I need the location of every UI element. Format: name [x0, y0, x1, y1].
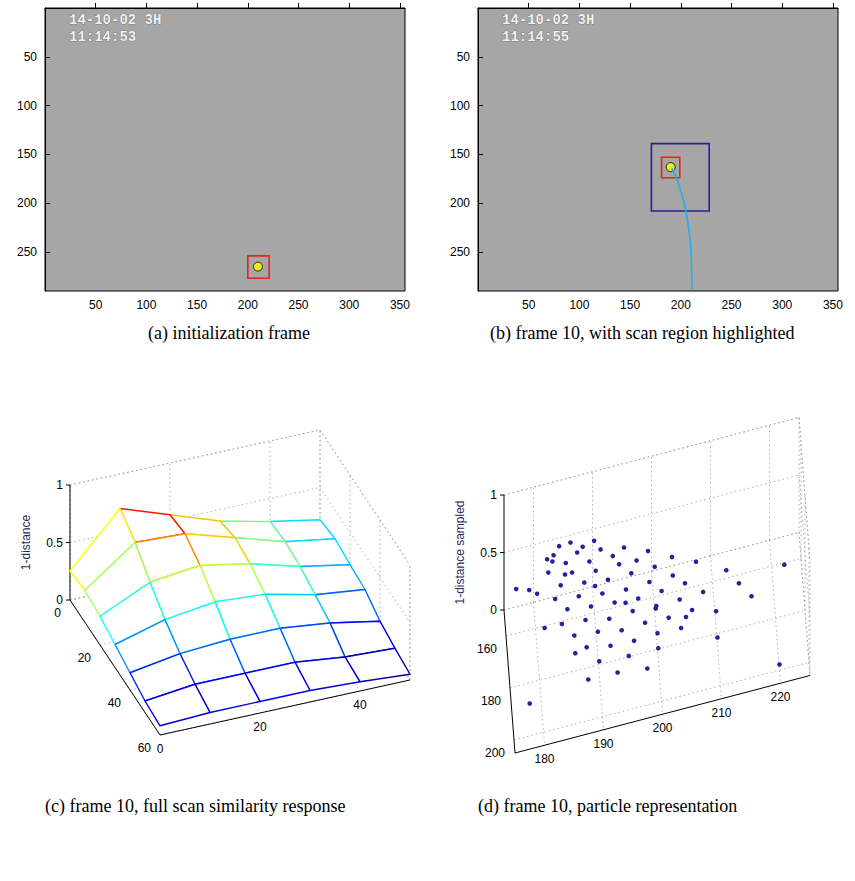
svg-text:190: 190 [593, 737, 613, 751]
svg-text:250: 250 [17, 245, 37, 259]
svg-text:150: 150 [17, 147, 37, 161]
svg-text:0.5: 0.5 [46, 536, 63, 550]
svg-text:40: 40 [353, 698, 367, 712]
svg-text:(d) frame 10, particle represe: (d) frame 10, particle representation [478, 796, 737, 817]
svg-text:0: 0 [157, 742, 164, 756]
svg-text:11:14:55: 11:14:55 [502, 29, 569, 45]
svg-text:50: 50 [522, 298, 536, 312]
svg-text:160: 160 [477, 642, 497, 656]
svg-text:150: 150 [620, 298, 640, 312]
svg-text:100: 100 [17, 99, 37, 113]
svg-text:11:14:53: 11:14:53 [69, 29, 136, 45]
svg-text:50: 50 [89, 298, 103, 312]
svg-text:20: 20 [253, 720, 267, 734]
svg-text:150: 150 [450, 147, 470, 161]
svg-text:0: 0 [490, 603, 497, 617]
svg-text:200: 200 [17, 196, 37, 210]
svg-text:250: 250 [450, 245, 470, 259]
svg-text:200: 200 [671, 298, 691, 312]
svg-text:14-10-02 3H: 14-10-02 3H [69, 12, 161, 28]
svg-text:350: 350 [390, 298, 410, 312]
svg-text:1-distance: 1-distance [19, 514, 33, 570]
svg-text:180: 180 [481, 694, 501, 708]
svg-text:(a) initialization frame: (a) initialization frame [148, 323, 310, 344]
svg-text:1-distance sampled: 1-distance sampled [453, 500, 467, 604]
svg-text:(c) frame 10, full scan simila: (c) frame 10, full scan similarity respo… [45, 796, 345, 817]
svg-text:50: 50 [24, 50, 38, 64]
svg-text:300: 300 [339, 298, 359, 312]
svg-text:100: 100 [569, 298, 589, 312]
svg-text:150: 150 [187, 298, 207, 312]
svg-text:(b) frame 10, with scan region: (b) frame 10, with scan region highlight… [490, 323, 794, 344]
svg-text:14-10-02 3H: 14-10-02 3H [502, 12, 594, 28]
svg-text:60: 60 [138, 741, 152, 755]
svg-text:0.5: 0.5 [480, 546, 497, 560]
svg-text:0: 0 [54, 606, 61, 620]
svg-text:0: 0 [56, 593, 63, 607]
svg-text:50: 50 [457, 50, 471, 64]
svg-text:180: 180 [534, 752, 554, 766]
svg-text:210: 210 [711, 706, 731, 720]
svg-text:1: 1 [490, 488, 497, 502]
svg-text:100: 100 [136, 298, 156, 312]
svg-text:1: 1 [56, 478, 63, 492]
svg-text:100: 100 [450, 99, 470, 113]
svg-text:200: 200 [450, 196, 470, 210]
svg-text:200: 200 [652, 721, 672, 735]
svg-text:220: 220 [770, 690, 790, 704]
svg-text:200: 200 [238, 298, 258, 312]
svg-text:250: 250 [722, 298, 742, 312]
svg-text:20: 20 [78, 651, 92, 665]
svg-text:40: 40 [108, 696, 122, 710]
svg-text:300: 300 [772, 298, 792, 312]
svg-text:350: 350 [823, 298, 843, 312]
svg-text:200: 200 [485, 746, 505, 760]
svg-text:250: 250 [289, 298, 309, 312]
